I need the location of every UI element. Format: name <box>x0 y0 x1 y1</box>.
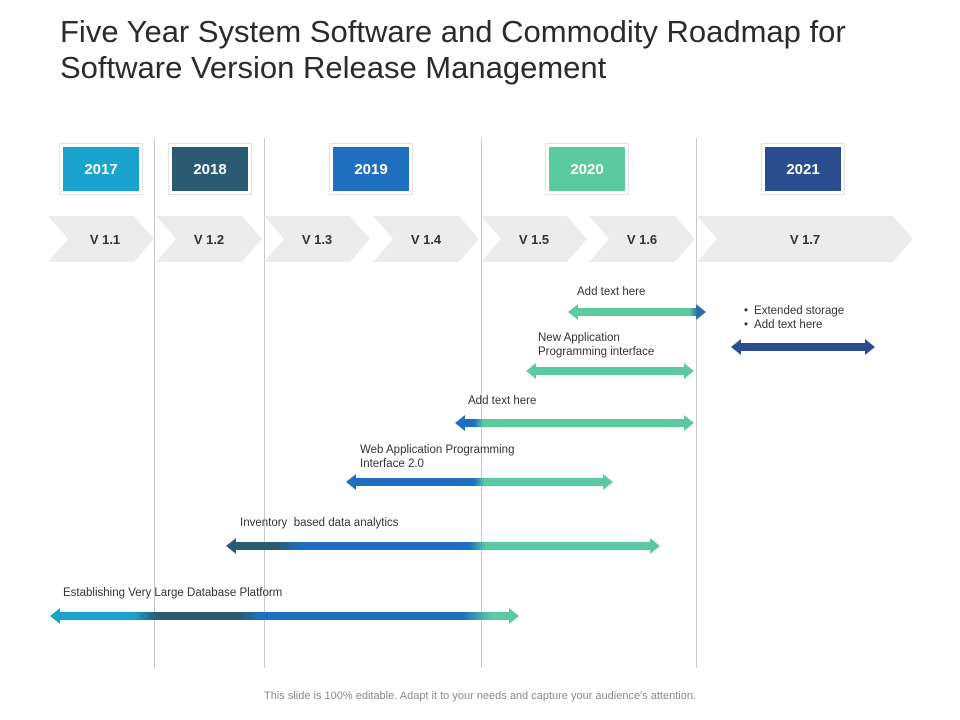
year-label: 2018 <box>172 147 248 191</box>
page-title: Five Year System Software and Commodity … <box>60 14 846 85</box>
bullet-item: Extended storage <box>744 304 844 318</box>
year-box-2018: 2018 <box>168 143 252 195</box>
timeline-arrow <box>568 304 706 320</box>
year-label: 2019 <box>333 147 409 191</box>
version-chevron: V 1.5 <box>481 216 587 262</box>
bar-label: Web Application Programming Interface 2.… <box>360 444 515 470</box>
year-label: 2017 <box>63 147 139 191</box>
year-label: 2020 <box>549 147 625 191</box>
version-label: V 1.4 <box>410 231 442 247</box>
version-chevron: V 1.2 <box>156 216 262 262</box>
version-chevron: V 1.6 <box>589 216 695 262</box>
bar-label: Add text here <box>468 395 537 407</box>
year-label: 2021 <box>765 147 841 191</box>
timeline-arrow <box>731 339 875 355</box>
year-divider-line <box>264 138 265 668</box>
year-box-2017: 2017 <box>59 143 143 195</box>
version-chevron: V 1.7 <box>697 216 913 262</box>
timeline-arrow <box>526 363 694 379</box>
bullet-item: Add text here <box>744 318 844 332</box>
year-box-2021: 2021 <box>761 143 845 195</box>
year-divider-line <box>481 138 482 668</box>
year-divider-line <box>154 138 155 668</box>
version-label: V 1.2 <box>193 231 225 247</box>
bar-label: Add text here <box>577 286 646 298</box>
version-label: V 1.7 <box>789 231 821 247</box>
year-divider-line <box>696 138 697 668</box>
bar-label: New Application Programming interface <box>538 332 655 358</box>
timeline-arrow <box>226 538 660 554</box>
version-label: V 1.1 <box>89 231 121 247</box>
timeline-arrow <box>50 608 519 624</box>
bullet-list: Extended storage Add text here <box>744 304 844 332</box>
bar-label: Establishing Very Large Database Platfor… <box>63 587 283 599</box>
timeline-arrow <box>346 474 613 490</box>
footer-note: This slide is 100% editable. Adapt it to… <box>264 690 696 702</box>
timeline-arrow <box>455 415 694 431</box>
version-label: V 1.5 <box>518 231 550 247</box>
bar-label: Inventory based data analytics <box>240 517 399 529</box>
version-chevron: V 1.1 <box>48 216 154 262</box>
year-box-2020: 2020 <box>545 143 629 195</box>
version-chevron: V 1.3 <box>264 216 370 262</box>
year-box-2019: 2019 <box>329 143 413 195</box>
version-chevron: V 1.4 <box>373 216 479 262</box>
version-label: V 1.3 <box>301 231 333 247</box>
version-label: V 1.6 <box>626 231 658 247</box>
